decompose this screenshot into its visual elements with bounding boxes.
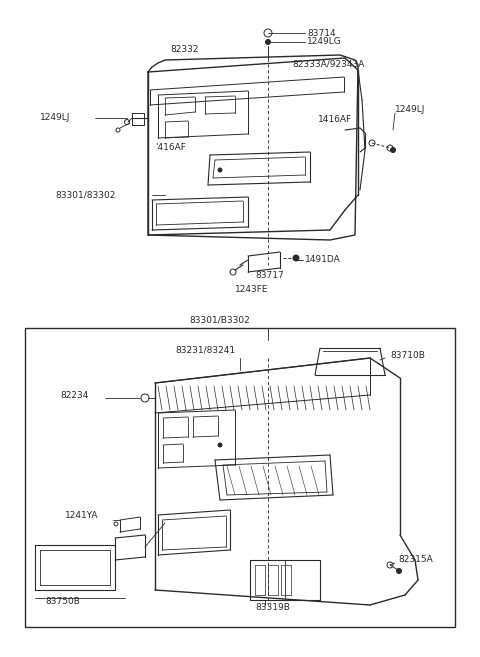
Bar [25,328,455,627]
Circle shape [218,168,222,172]
Text: 83301/B3302: 83301/B3302 [190,315,251,325]
Text: 83231/83241: 83231/83241 [175,346,235,355]
Text: 83717: 83717 [255,271,284,281]
Text: 1243FE: 1243FE [235,286,268,294]
Text: 82234: 82234 [60,390,88,399]
Text: 1249LJ: 1249LJ [40,114,71,122]
Text: '416AF: '416AF [155,143,186,152]
Text: 82315A: 82315A [398,556,433,564]
Circle shape [391,148,396,152]
Text: 1491DA: 1491DA [305,256,341,265]
Text: 83710B: 83710B [390,350,425,359]
Text: 83319B: 83319B [255,604,290,612]
Text: 83714: 83714 [307,28,336,37]
Text: 1416AF: 1416AF [318,116,352,124]
Circle shape [396,568,401,574]
Text: 1241YA: 1241YA [65,510,98,520]
Text: 82332: 82332 [170,45,199,55]
Circle shape [293,255,299,261]
Text: 83750B: 83750B [45,597,80,606]
Text: 1249LG: 1249LG [307,37,342,47]
Text: 83301/83302: 83301/83302 [55,191,115,200]
Text: 1249LJ: 1249LJ [395,106,425,114]
Circle shape [265,39,271,45]
Circle shape [218,443,222,447]
Text: 82333A/92343A: 82333A/92343A [292,60,364,68]
